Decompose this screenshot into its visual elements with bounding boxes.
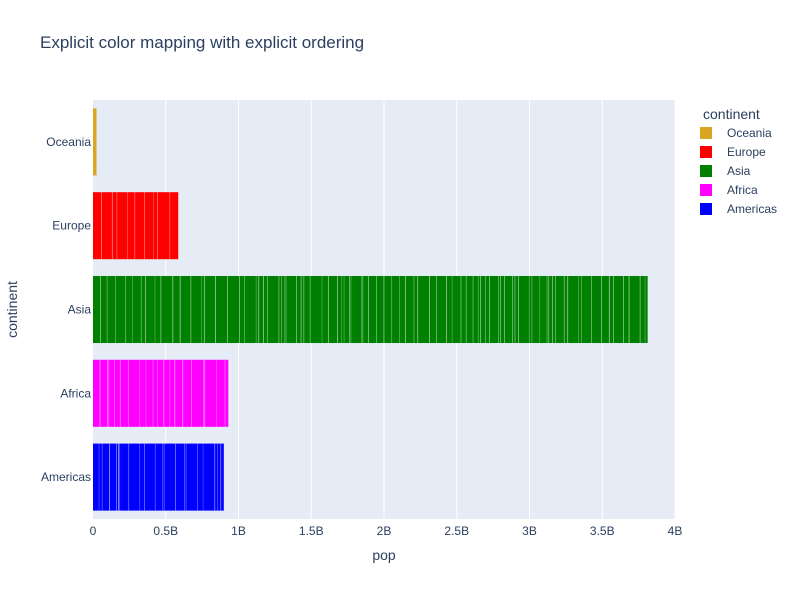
bar-europe[interactable] <box>93 192 179 260</box>
legend-item-europe[interactable]: Europe <box>700 144 766 160</box>
legend-item-oceania[interactable]: Oceania <box>700 125 772 141</box>
legend-title: continent <box>703 106 760 122</box>
x-tick-label: 3.5B <box>590 524 615 538</box>
x-tick-label: 3B <box>522 524 537 538</box>
x-tick-label: 0.5B <box>153 524 178 538</box>
x-tick-label: 0 <box>90 524 97 538</box>
bar-oceania[interactable] <box>93 108 97 176</box>
x-axis-ticks: 0 0.5B 1B 1.5B 2B 2.5B 3B 3.5B 4B <box>90 524 683 538</box>
y-tick-label: Africa <box>60 386 91 400</box>
chart-title: Explicit color mapping with explicit ord… <box>40 33 365 52</box>
bar-africa[interactable] <box>93 359 229 427</box>
y-tick-label: Oceania <box>46 135 91 149</box>
legend-label: Americas <box>727 202 778 216</box>
y-tick-label: Americas <box>41 470 91 484</box>
legend-item-americas[interactable]: Americas <box>700 201 777 217</box>
y-tick-label: Europe <box>52 219 91 233</box>
x-tick-label: 4B <box>668 524 683 538</box>
legend-label: Oceania <box>727 126 772 140</box>
legend-label: Asia <box>727 164 751 178</box>
legend-label: Europe <box>727 145 766 159</box>
legend-swatch <box>700 146 712 158</box>
bar-americas[interactable] <box>93 443 224 511</box>
x-tick-label: 1.5B <box>299 524 324 538</box>
legend-swatch <box>700 203 712 215</box>
x-tick-label: 2.5B <box>444 524 469 538</box>
x-tick-label: 2B <box>377 524 392 538</box>
legend-swatch <box>700 165 712 177</box>
bar-asia[interactable] <box>93 275 648 344</box>
bars <box>93 108 648 511</box>
y-axis-ticks: Oceania Europe Asia Africa Americas <box>41 135 91 484</box>
legend-label: Africa <box>727 183 758 197</box>
y-tick-label: Asia <box>68 303 92 317</box>
x-axis-title: pop <box>372 547 396 563</box>
legend-swatch <box>700 184 712 196</box>
legend-swatch <box>700 127 712 139</box>
y-axis-title: continent <box>4 281 20 338</box>
x-tick-label: 1B <box>231 524 246 538</box>
legend-item-africa[interactable]: Africa <box>700 182 758 198</box>
legend-item-asia[interactable]: Asia <box>700 163 750 179</box>
